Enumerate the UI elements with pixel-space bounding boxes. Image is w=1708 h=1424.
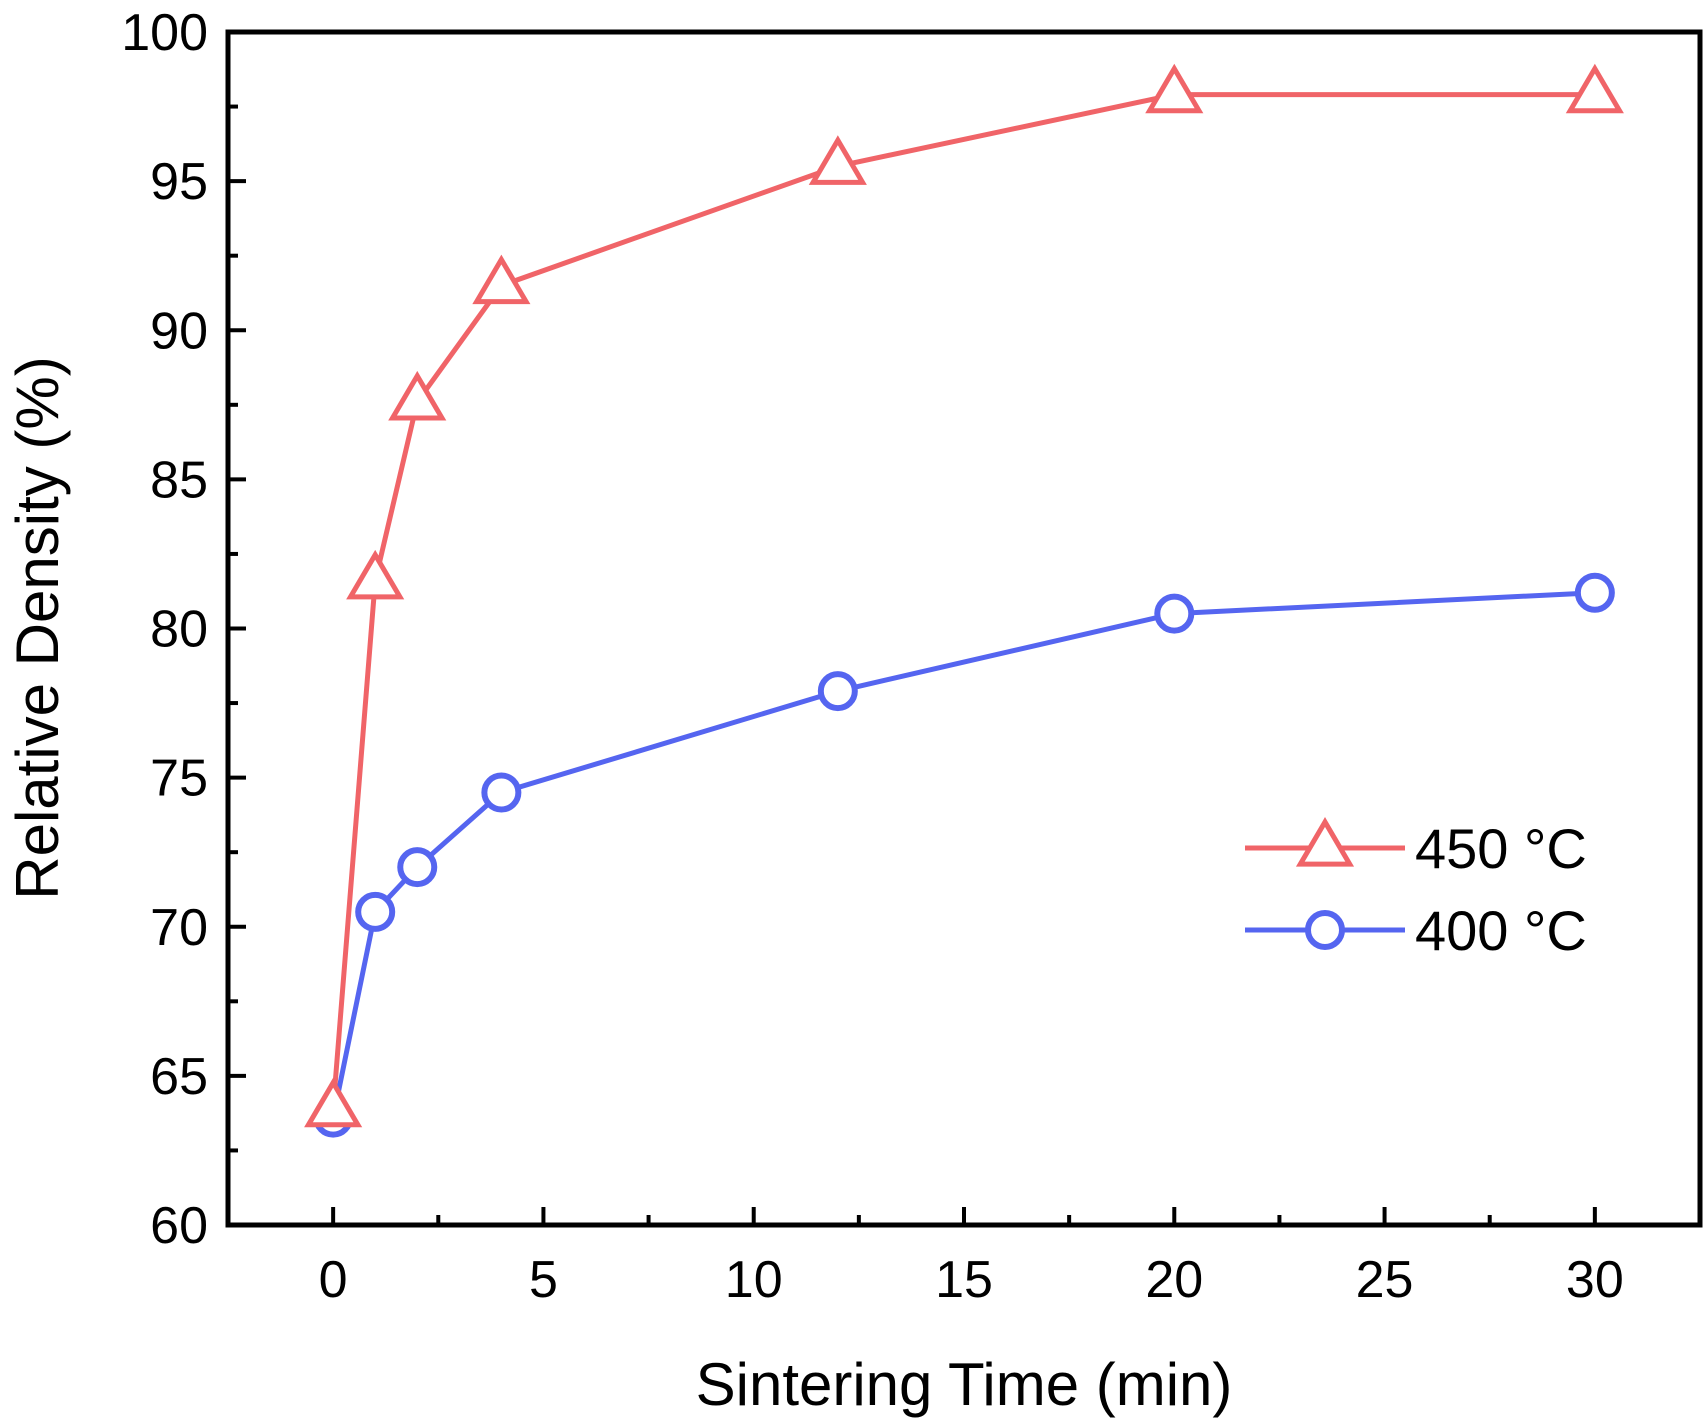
y-tick-label: 75 bbox=[150, 750, 208, 808]
x-axis-title: Sintering Time (min) bbox=[696, 1351, 1233, 1418]
y-tick-label: 60 bbox=[150, 1197, 208, 1255]
x-tick-label: 25 bbox=[1356, 1251, 1414, 1309]
x-tick-label: 0 bbox=[319, 1251, 348, 1309]
y-axis-ticks: 60 65 70 75 80 85 90 95 100 bbox=[121, 4, 246, 1255]
x-axis-ticks: 0 5 10 15 20 25 30 bbox=[319, 1207, 1624, 1309]
triangle-marker bbox=[304, 1077, 363, 1128]
legend: 450 °C 400 °C bbox=[1245, 817, 1587, 962]
y-tick-label: 80 bbox=[150, 601, 208, 659]
triangle-marker bbox=[346, 549, 405, 600]
circle-marker bbox=[817, 671, 858, 712]
y-tick-label: 65 bbox=[150, 1048, 208, 1106]
y-tick-label: 70 bbox=[150, 899, 208, 957]
circle-marker bbox=[397, 847, 438, 888]
y-axis-title: Relative Density (%) bbox=[4, 356, 71, 900]
triangle-marker bbox=[472, 254, 531, 305]
circle-marker bbox=[355, 891, 396, 932]
series-line bbox=[330, 590, 1595, 1119]
triangle-marker bbox=[1565, 63, 1624, 114]
legend-label: 450 °C bbox=[1415, 817, 1587, 880]
triangle-marker bbox=[1145, 63, 1204, 114]
series-layer bbox=[304, 63, 1624, 1138]
legend-marker-circle bbox=[1305, 910, 1345, 950]
x-tick-label: 30 bbox=[1566, 1251, 1624, 1309]
legend-label: 400 °C bbox=[1415, 899, 1587, 962]
y-tick-label: 85 bbox=[150, 451, 208, 509]
x-tick-label: 10 bbox=[725, 1251, 783, 1309]
y-tick-label: 90 bbox=[150, 302, 208, 360]
circle-marker bbox=[1574, 572, 1615, 613]
legend-marker-triangle bbox=[1295, 817, 1355, 867]
y-tick-label: 100 bbox=[121, 4, 208, 62]
triangle-marker bbox=[388, 370, 447, 421]
circle-marker bbox=[481, 772, 522, 813]
plot-frame bbox=[225, 29, 1703, 1228]
triangle-marker bbox=[808, 135, 867, 185]
x-tick-label: 20 bbox=[1145, 1251, 1203, 1309]
y-tick-label: 95 bbox=[150, 153, 208, 211]
circle-marker bbox=[1154, 593, 1195, 634]
x-tick-label: 5 bbox=[529, 1251, 558, 1309]
x-tick-label: 15 bbox=[935, 1251, 993, 1309]
